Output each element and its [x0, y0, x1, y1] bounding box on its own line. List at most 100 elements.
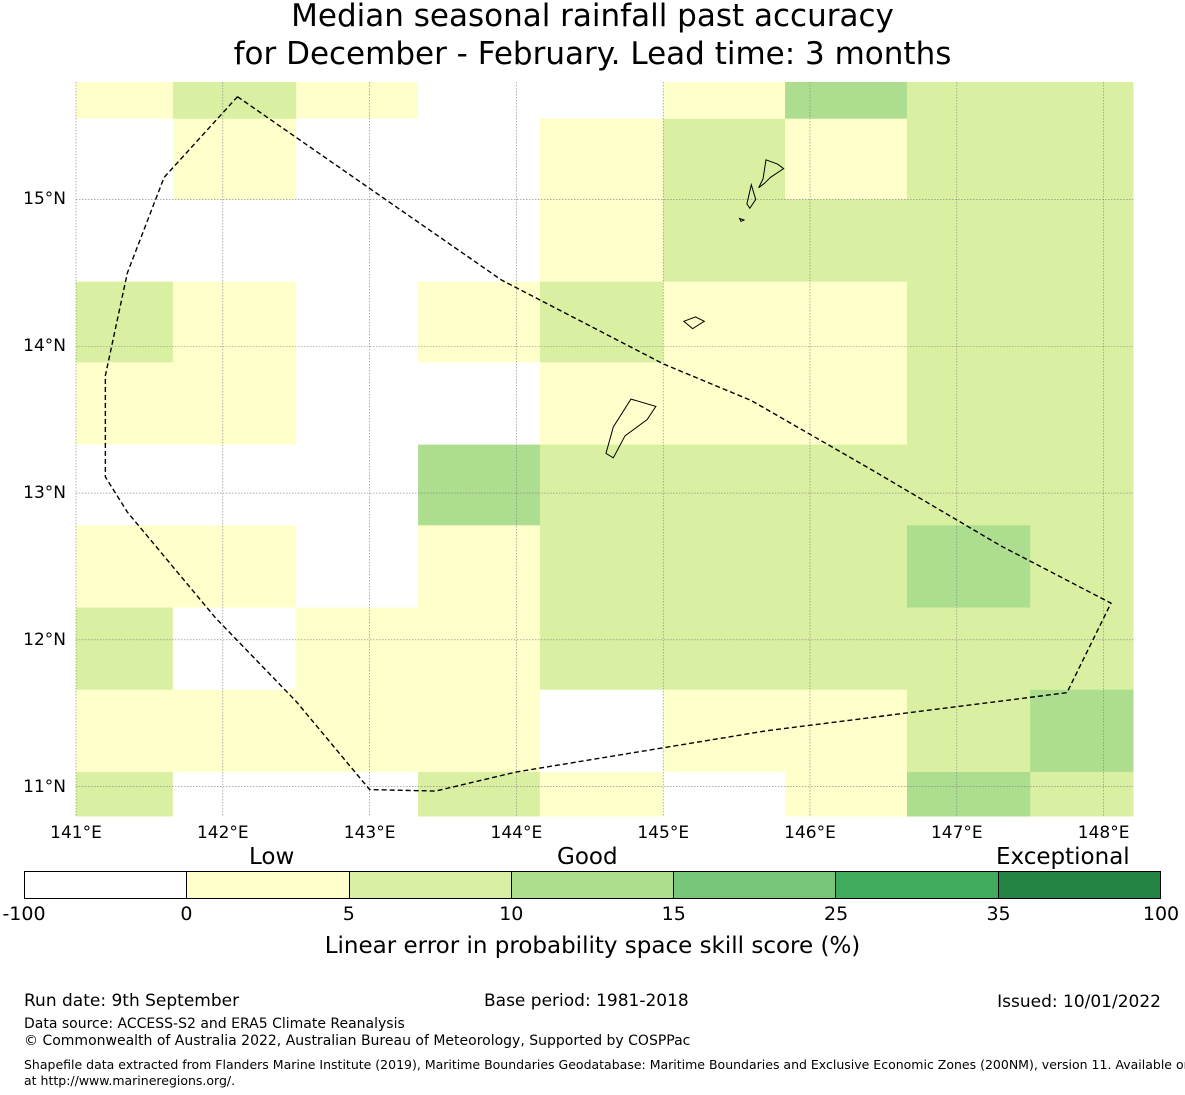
skill-cell [296, 82, 419, 120]
skill-cell [539, 82, 664, 120]
longitude-tick-label: 145°E [637, 823, 690, 843]
skill-cell [76, 281, 174, 363]
skill-cell [663, 607, 786, 691]
latitude-tick-label: 15°N [23, 189, 66, 210]
colorbar-segment [25, 872, 188, 898]
skill-cell [539, 118, 664, 200]
skill-cell [296, 525, 419, 609]
colorbar-segment [187, 872, 350, 898]
skill-cell [663, 82, 786, 120]
skill-cell [906, 281, 1031, 363]
skill-cell [539, 771, 664, 817]
latitude-tick-label: 12°N [23, 629, 66, 650]
skill-cell [663, 771, 786, 817]
skill-cell [172, 771, 297, 817]
skill-cell [906, 525, 1031, 609]
skill-cell [418, 118, 541, 200]
skill-cell [296, 118, 419, 200]
colorbar-segment [511, 872, 675, 898]
skill-cell [172, 281, 297, 363]
skill-cell [539, 199, 664, 283]
skill-cell [76, 118, 174, 200]
island-outline [682, 316, 706, 330]
skill-cell [418, 525, 541, 609]
skill-cell [172, 444, 297, 526]
chart-title-line-2: for December - February. Lead time: 3 mo… [233, 36, 952, 72]
skill-cell [663, 118, 786, 200]
skill-cell [539, 362, 664, 446]
island-outline [738, 217, 746, 223]
skill-cell [418, 771, 541, 817]
skill-cell [663, 525, 786, 609]
skill-cell [539, 444, 664, 526]
colorbar-tick-label: 15 [661, 903, 686, 925]
skill-cell [906, 689, 1031, 773]
skill-cell [418, 444, 541, 526]
skill-cell [1030, 525, 1134, 609]
skill-cell [76, 689, 174, 773]
island-outline [746, 182, 757, 210]
skill-cell [296, 444, 419, 526]
skill-cell [663, 362, 786, 446]
base-period: Base period: 1981-2018 [484, 991, 689, 1011]
skill-cell [906, 607, 1031, 691]
skill-cell [418, 281, 541, 363]
skill-cell [906, 444, 1031, 526]
colorbar [24, 871, 1161, 899]
skill-cell [539, 281, 664, 363]
skill-cell [785, 525, 908, 609]
skill-cell [785, 444, 908, 526]
longitude-tick-label: 148°E [1077, 823, 1130, 843]
skill-cell [785, 281, 908, 363]
skill-cell [1030, 118, 1134, 200]
skill-grid-cells [76, 82, 1134, 817]
skill-cell [296, 362, 419, 446]
skill-cell [1030, 82, 1134, 120]
latitude-tick-label: 13°N [23, 483, 66, 504]
skill-cell [785, 362, 908, 446]
skill-cell [539, 607, 664, 691]
skill-cell [418, 689, 541, 773]
latitude-tick-label: 14°N [23, 336, 66, 357]
colorbar-tick-label: 100 [1142, 903, 1180, 925]
skill-cell [418, 199, 541, 283]
island-outline [605, 398, 657, 459]
colorbar-tick-label: 10 [499, 903, 524, 925]
skill-cell [906, 771, 1031, 817]
island-outline [758, 159, 785, 189]
island-outlines [605, 159, 785, 459]
skill-cell [172, 525, 297, 609]
colorbar-tick-label: 25 [824, 903, 849, 925]
data-source: Data source: ACCESS-S2 and ERA5 Climate … [24, 1016, 405, 1032]
skill-cell [76, 199, 174, 283]
run-date: Run date: 9th September [24, 991, 240, 1011]
skill-cell [663, 689, 786, 773]
skill-cell [76, 82, 174, 120]
longitude-tick-label: 146°E [784, 823, 836, 843]
skill-cell [296, 607, 419, 691]
skill-cell [785, 771, 908, 817]
longitude-tick-label: 142°E [196, 823, 249, 843]
skill-cell [663, 444, 786, 526]
skill-cell [539, 525, 664, 609]
map-gridlines [75, 82, 1133, 816]
skill-cell [418, 82, 541, 120]
copyright: © Commonwealth of Australia 2022, Austra… [24, 1033, 691, 1049]
shapefile-credit-line-2: at http://www.marineregions.org/. [24, 1073, 236, 1088]
skill-cell [785, 689, 908, 773]
skill-cell [1030, 281, 1134, 363]
colorbar-tick-label: 0 [180, 903, 193, 925]
longitude-tick-label: 143°E [343, 823, 396, 843]
skill-cell [785, 199, 908, 283]
chart-title-line-1: Median seasonal rainfall past accuracy [291, 0, 894, 34]
skill-cell [172, 199, 297, 283]
skill-cell [296, 689, 419, 773]
skill-cell [172, 689, 297, 773]
skill-cell [172, 362, 297, 446]
colorbar-tick-label: 35 [986, 903, 1011, 925]
skill-cell [76, 362, 174, 446]
skill-cell [76, 771, 174, 817]
longitude-tick-label: 144°E [490, 823, 543, 843]
colorbar-segment [674, 872, 837, 898]
skill-cell [1030, 607, 1134, 691]
